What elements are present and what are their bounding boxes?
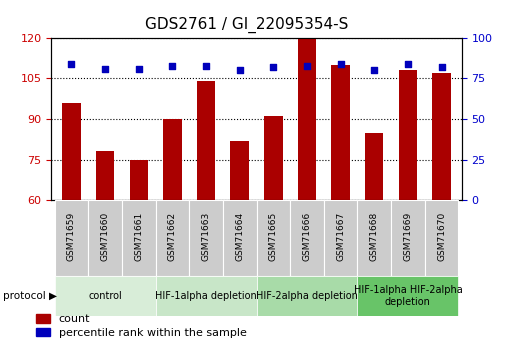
Bar [324,200,358,276]
Text: protocol ▶: protocol ▶ [3,291,56,301]
Bar [399,70,417,200]
Bar [155,276,256,316]
Bar [62,103,81,200]
Point [134,66,143,71]
Bar [122,200,155,276]
Bar [55,200,88,276]
Bar [298,38,316,200]
Point [337,61,345,67]
Text: GSM71662: GSM71662 [168,212,177,261]
Bar [223,200,256,276]
Legend: count, percentile rank within the sample: count, percentile rank within the sample [36,314,246,338]
Point [370,68,379,73]
Text: HIF-2alpha depletion: HIF-2alpha depletion [256,291,358,301]
Bar [230,141,249,200]
Text: HIF-1alpha HIF-2alpha
depletion: HIF-1alpha HIF-2alpha depletion [353,285,462,307]
Point [101,66,109,71]
Point [168,63,176,68]
Bar [264,116,283,200]
Text: GSM71669: GSM71669 [403,212,412,261]
Text: GSM71659: GSM71659 [67,212,76,261]
Bar [365,132,384,200]
Text: GSM71668: GSM71668 [370,212,379,261]
Point [67,61,75,67]
Bar [290,200,324,276]
Bar [197,81,215,200]
Text: GSM71667: GSM71667 [336,212,345,261]
Point [404,61,412,67]
Bar [256,276,358,316]
Bar [129,159,148,200]
Bar [88,200,122,276]
Text: GSM71663: GSM71663 [202,212,210,261]
Point [303,63,311,68]
Bar [391,200,425,276]
Bar [432,73,451,200]
Text: HIF-1alpha depletion: HIF-1alpha depletion [155,291,257,301]
Text: GDS2761 / GI_22095354-S: GDS2761 / GI_22095354-S [145,17,348,33]
Bar [358,200,391,276]
Point [235,68,244,73]
Text: GSM71660: GSM71660 [101,212,110,261]
Text: control: control [88,291,122,301]
Text: GSM71665: GSM71665 [269,212,278,261]
Bar [96,151,114,200]
Point [202,63,210,68]
Bar [189,200,223,276]
Text: GSM71661: GSM71661 [134,212,143,261]
Point [269,65,278,70]
Bar [256,200,290,276]
Text: GSM71670: GSM71670 [437,212,446,261]
Point [438,65,446,70]
Bar [331,65,350,200]
Text: GSM71664: GSM71664 [235,212,244,261]
Bar [425,200,458,276]
Bar [358,276,458,316]
Bar [155,200,189,276]
Bar [163,119,182,200]
Bar [55,276,155,316]
Text: GSM71666: GSM71666 [303,212,311,261]
